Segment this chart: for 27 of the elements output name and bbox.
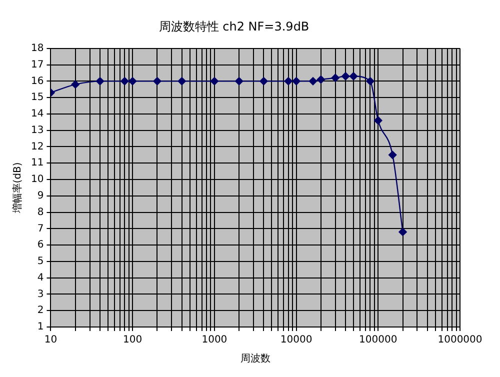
y-tick-label: 13 (30, 124, 44, 136)
y-tick-label: 15 (30, 92, 44, 104)
y-tick-label: 2 (37, 305, 44, 316)
y-tick-label: 4 (37, 272, 44, 284)
x-tick-label: 100 (123, 334, 142, 346)
y-tick-label: 17 (30, 59, 44, 70)
y-tick-label: 9 (37, 190, 44, 202)
y-tick-label: 6 (37, 240, 44, 251)
y-tick-label: 7 (37, 223, 44, 234)
y-tick-label: 10 (30, 174, 44, 186)
x-tick-label: 1000000 (438, 334, 482, 346)
y-tick-label: 1 (37, 322, 44, 333)
y-tick-label: 18 (30, 42, 44, 54)
y-tick-label: 8 (37, 206, 44, 218)
x-tick-label: 10 (44, 334, 58, 346)
chart-title: 周波数特性 ch2 NF=3.9dB (158, 19, 310, 34)
x-tick-label: 100000 (359, 334, 398, 346)
x-axis-title: 周波数 (240, 352, 270, 365)
x-tick-label: 1000 (202, 334, 228, 346)
y-tick-label: 14 (30, 108, 44, 120)
y-tick-label: 5 (37, 256, 44, 268)
y-tick-label: 11 (30, 158, 44, 169)
y-tick-label: 12 (30, 141, 44, 152)
y-tick-label: 16 (30, 76, 44, 87)
x-tick-label: 10000 (280, 334, 312, 346)
y-axis-title: 増幅率(dB) (12, 162, 24, 214)
y-tick-label: 3 (37, 288, 44, 300)
